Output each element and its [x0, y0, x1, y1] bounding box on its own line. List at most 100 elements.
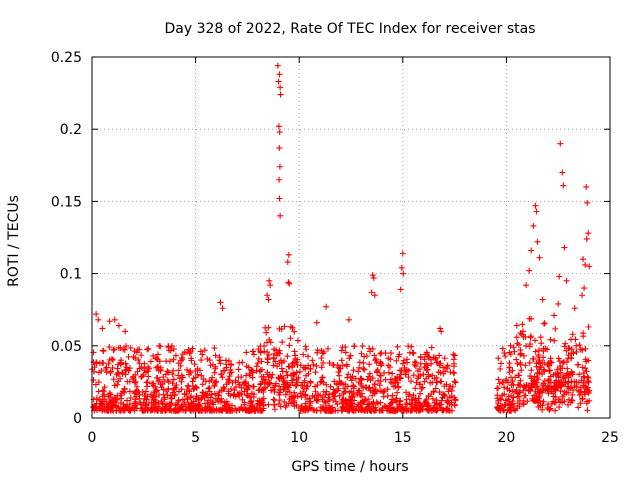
data-point	[313, 397, 320, 404]
data-point	[547, 336, 554, 343]
data-point	[265, 374, 272, 381]
data-point	[582, 365, 589, 372]
data-point	[520, 387, 527, 394]
data-point	[441, 355, 448, 362]
data-point	[161, 396, 168, 403]
data-point	[501, 350, 508, 357]
data-point	[583, 368, 590, 375]
data-point	[534, 238, 541, 245]
data-point	[355, 379, 362, 386]
data-point	[172, 407, 179, 414]
data-point	[410, 350, 417, 357]
data-point	[339, 362, 346, 369]
data-point	[198, 372, 205, 379]
data-point	[195, 403, 202, 410]
data-point	[271, 388, 278, 395]
data-point	[290, 370, 297, 377]
data-point	[514, 390, 521, 397]
data-point	[217, 299, 224, 306]
data-point	[495, 376, 502, 383]
data-point	[309, 357, 316, 364]
data-point	[556, 404, 563, 411]
data-point	[126, 388, 133, 395]
data-point	[364, 376, 371, 383]
data-point	[265, 296, 272, 303]
data-point	[555, 374, 562, 381]
data-point	[225, 376, 232, 383]
data-point	[124, 397, 131, 404]
data-point	[552, 394, 559, 401]
data-point	[552, 399, 559, 406]
data-point	[305, 370, 312, 377]
data-point	[361, 366, 368, 373]
data-point	[255, 355, 262, 362]
data-point	[121, 385, 128, 392]
data-point	[339, 400, 346, 407]
data-point	[584, 384, 591, 391]
data-point	[575, 404, 582, 411]
y-tick-label: 0.2	[60, 122, 82, 138]
data-point	[268, 387, 275, 394]
data-point	[551, 312, 558, 319]
x-tick-label: 10	[290, 430, 308, 446]
data-point	[389, 370, 396, 377]
data-point	[177, 362, 184, 369]
data-point	[311, 407, 318, 414]
data-point	[181, 400, 188, 407]
data-point	[373, 388, 380, 395]
data-point	[105, 360, 112, 367]
data-point	[368, 400, 375, 407]
data-point	[211, 369, 218, 376]
data-point	[354, 401, 361, 408]
data-point	[559, 359, 566, 366]
data-point	[522, 333, 529, 340]
data-point	[537, 402, 544, 409]
data-point	[373, 356, 380, 363]
data-point	[394, 343, 401, 350]
data-point	[274, 363, 281, 370]
data-point	[555, 396, 562, 403]
data-point	[540, 354, 547, 361]
data-point	[261, 348, 268, 355]
data-point	[578, 388, 585, 395]
data-point	[569, 391, 576, 398]
data-point	[166, 358, 173, 365]
data-point	[148, 391, 155, 398]
data-point	[380, 393, 387, 400]
data-point	[434, 359, 441, 366]
data-point	[547, 405, 554, 412]
data-point	[561, 244, 568, 251]
data-point	[284, 372, 291, 379]
data-point	[265, 401, 272, 408]
data-point	[384, 405, 391, 412]
data-point	[270, 396, 277, 403]
data-point	[181, 390, 188, 397]
data-point	[276, 195, 283, 202]
data-point	[246, 370, 253, 377]
data-point	[571, 383, 578, 390]
data-point	[281, 323, 288, 330]
data-point	[494, 395, 501, 402]
data-point	[448, 387, 455, 394]
data-point	[107, 405, 114, 412]
data-point	[374, 366, 381, 373]
data-point	[238, 384, 245, 391]
data-point	[450, 356, 457, 363]
data-point	[147, 358, 154, 365]
data-point	[545, 401, 552, 408]
data-point	[408, 405, 415, 412]
data-point	[404, 359, 411, 366]
data-point	[586, 387, 593, 394]
data-point	[270, 384, 277, 391]
data-point	[540, 387, 547, 394]
data-point	[360, 365, 367, 372]
data-point	[115, 344, 122, 351]
data-point	[367, 387, 374, 394]
data-point	[99, 359, 106, 366]
data-point	[262, 376, 269, 383]
data-point	[170, 356, 177, 363]
data-point	[260, 386, 267, 393]
data-point	[206, 384, 213, 391]
y-tick-label: 0.15	[51, 194, 82, 210]
